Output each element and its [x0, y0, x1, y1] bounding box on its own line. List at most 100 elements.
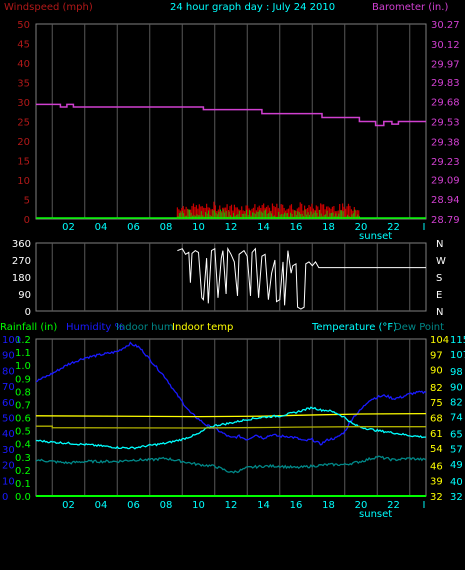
- x-tick-label: 20: [355, 500, 368, 511]
- windspeed-tick-label: 20: [17, 137, 30, 148]
- temperature-f-line: [35, 406, 426, 450]
- x-tick-label: 04: [95, 500, 108, 511]
- indoor-temp-tick-label: 46: [430, 461, 443, 472]
- direction-tick-label: 360: [12, 239, 31, 250]
- chart-title: 24 hour graph day : July 24 2010: [170, 2, 335, 13]
- compass-tick-label: S: [436, 273, 442, 284]
- barometer-tick-label: 30.27: [431, 20, 460, 31]
- barometer-tick-label: 28.94: [431, 195, 460, 206]
- x-tick-label: 18: [322, 222, 335, 233]
- x-tick-label: 02: [62, 500, 75, 511]
- humidity-tick-label: 50: [2, 414, 15, 425]
- windspeed-axis-title: Windspeed (mph): [4, 2, 93, 13]
- humidity-legend: Humidity %: [66, 322, 124, 333]
- humidity-line: [35, 341, 427, 446]
- windspeed-tick-label: 35: [17, 79, 30, 90]
- indoor-hum-line: [35, 455, 427, 474]
- humidity-tick-label: 100: [2, 335, 21, 346]
- temperature-tick-label: 115: [450, 335, 465, 346]
- indoor-temp-tick-label: 104: [430, 335, 449, 346]
- rainfall-tick-label: 1.0: [15, 361, 31, 372]
- indoor-temp-tick-label: 75: [430, 398, 443, 409]
- x-tick-label: 16: [290, 222, 303, 233]
- compass-tick-label: W: [436, 256, 446, 267]
- humidity-tick-label: 90: [2, 351, 15, 362]
- temperature-tick-label: 49: [450, 460, 463, 471]
- barometer-tick-label: 29.23: [431, 157, 460, 168]
- rainfall-tick-label: 0.0: [15, 492, 31, 503]
- temperature-tick-label: 57: [450, 445, 463, 456]
- x-tick-label: 12: [225, 222, 238, 233]
- windspeed-tick-label: 0: [24, 215, 30, 226]
- temperature-tick-label: 98: [450, 367, 463, 378]
- windspeed-tick-label: 30: [17, 98, 30, 109]
- compass-tick-label: N: [436, 239, 443, 250]
- x-tick-label: 08: [160, 500, 173, 511]
- indoor-hum-legend: Indoor hum: [116, 322, 174, 333]
- temperature-tick-label: 40: [450, 477, 463, 488]
- humidity-tick-label: 70: [2, 382, 15, 393]
- indoor-temp-tick-label: 54: [430, 444, 443, 455]
- humidity-tick-label: 0: [2, 492, 8, 503]
- windspeed-tick-label: 10: [17, 176, 30, 187]
- humidity-tick-label: 60: [2, 398, 15, 409]
- x-tick-label: 14: [257, 500, 270, 511]
- indoor-temp-tick-label: 82: [430, 383, 443, 394]
- temperature-tick-label: 107: [450, 350, 465, 361]
- x-tick-label: 18: [322, 500, 335, 511]
- sunset-label: sunset: [359, 231, 392, 242]
- direction-tick-label: 90: [18, 290, 31, 301]
- indoor-temp-tick-label: 32: [430, 492, 443, 503]
- compass-tick-label: N: [436, 307, 443, 318]
- temperature-legend: Temperature (°F): [311, 322, 397, 333]
- x-tick-label: 12: [225, 500, 238, 511]
- windspeed-tick-label: 5: [24, 196, 30, 207]
- barometer-tick-label: 29.38: [431, 137, 460, 148]
- barometer-tick-label: 29.68: [431, 98, 460, 109]
- x-tick-label: 16: [290, 500, 303, 511]
- temperature-tick-label: 90: [450, 382, 463, 393]
- barometer-tick-label: 29.53: [431, 118, 460, 129]
- rainfall-tick-label: 0.6: [15, 414, 31, 425]
- series-layer: [35, 103, 427, 497]
- x-tick-label: 10: [192, 500, 205, 511]
- panel-frame: [35, 338, 427, 497]
- x-tick-label: 14: [257, 222, 270, 233]
- temperature-tick-label: 65: [450, 430, 463, 441]
- barometer-tick-label: 29.83: [431, 78, 460, 89]
- x-tick-label: 08: [160, 222, 173, 233]
- rainfall-tick-label: 0.4: [15, 440, 31, 451]
- x-tick-label: 04: [95, 222, 108, 233]
- panel-frame: [35, 242, 427, 312]
- rainfall-tick-label: 0.1: [15, 479, 31, 490]
- rainfall-tick-label: 0.7: [15, 400, 31, 411]
- barometer-axis-title: Barometer (in.): [372, 2, 448, 13]
- indoor-temp-line: [35, 412, 427, 418]
- x-tick-label: 06: [127, 222, 140, 233]
- temperature-tick-label: 74: [450, 413, 463, 424]
- rainfall-tick-label: 0.3: [15, 453, 31, 464]
- windspeed-tick-label: 50: [17, 20, 30, 31]
- barometer-tick-label: 29.09: [431, 175, 460, 186]
- rainfall-tick-label: 1.2: [15, 335, 31, 346]
- direction-tick-label: 270: [12, 256, 31, 267]
- rainfall-tick-label: 0.2: [15, 466, 31, 477]
- barometer-tick-label: 29.97: [431, 60, 460, 71]
- humidity-tick-label: 80: [2, 366, 15, 377]
- barometer-tick-label: 30.12: [431, 40, 460, 51]
- x-tick-label: 22: [387, 500, 400, 511]
- windspeed-tick-label: 15: [17, 157, 30, 168]
- indoor-temp-tick-label: 61: [430, 429, 443, 440]
- x-tick-label: 06: [127, 500, 140, 511]
- tick-label-layer: 0 5 10 15 20 25 30 35 40 45 50 28.79 28.94 29.09 29.23…: [2, 20, 465, 520]
- barometer-line: [36, 103, 426, 127]
- indoor-temp-legend: Indoor temp: [172, 322, 233, 333]
- x-tick-label: 20: [355, 222, 368, 233]
- indoor-temp-tick-label: 97: [430, 350, 443, 361]
- humidity-tick-label: 20: [2, 461, 15, 472]
- rainfall-tick-label: 0.5: [15, 427, 31, 438]
- compass-tick-label: E: [436, 290, 442, 301]
- humidity-tick-label: 40: [2, 429, 15, 440]
- indoor-temp-tick-label: 90: [430, 366, 443, 377]
